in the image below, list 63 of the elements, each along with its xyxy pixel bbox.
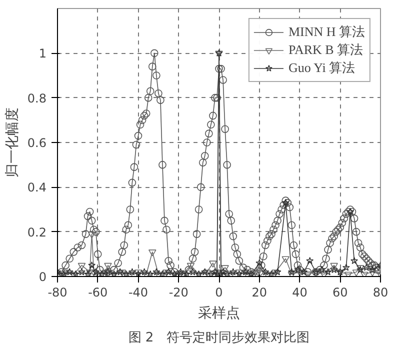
point: [90, 270, 98, 276]
caption: 图 2 符号定时同步效果对比图: [128, 330, 310, 346]
point: [207, 270, 215, 276]
point: [88, 232, 96, 239]
x-tick-label: -60: [88, 286, 108, 300]
y-axis-title: 归一化幅度: [3, 108, 20, 178]
point: [330, 266, 338, 274]
point: [78, 268, 86, 276]
point: [300, 268, 308, 276]
point: [294, 266, 302, 274]
point: [282, 256, 290, 264]
y-tick-label: 1: [38, 46, 47, 61]
x-tick-label: 20: [252, 286, 268, 300]
point: [256, 259, 264, 266]
point: [189, 268, 196, 276]
x-tick-label: 0: [215, 286, 223, 300]
y-tick-label: 0.4: [27, 180, 47, 195]
point: [104, 262, 112, 270]
point: [223, 270, 231, 276]
point: [86, 270, 94, 276]
point: [128, 268, 136, 276]
point: [146, 270, 154, 276]
point: [368, 270, 376, 276]
x-tick-label: 80: [372, 286, 388, 300]
point: [350, 256, 358, 264]
point: [186, 262, 195, 270]
point: [262, 268, 270, 276]
point: [342, 264, 350, 271]
point: [182, 270, 190, 276]
point: [209, 260, 217, 268]
legend-label: MINN H 算法: [288, 23, 365, 41]
point: [152, 268, 160, 276]
point: [324, 268, 332, 276]
point: [306, 256, 314, 264]
legend-label: Guo Yi 算法: [288, 59, 356, 77]
x-tick-label: -20: [168, 286, 188, 300]
legend-label: PARK B 算法: [288, 41, 364, 59]
point: [352, 270, 360, 276]
point: [268, 270, 276, 276]
point: [66, 268, 74, 276]
point: [242, 268, 249, 276]
y-tick-label: 0: [38, 270, 47, 284]
point: [221, 265, 229, 272]
y-tick-label: 0.8: [27, 91, 47, 106]
point: [229, 268, 237, 276]
point: [140, 268, 148, 276]
x-tick-label: 60: [332, 286, 348, 300]
x-tick-label: -80: [48, 286, 68, 300]
point: [148, 250, 156, 256]
point: [288, 268, 296, 276]
x-tick-label: 40: [292, 286, 308, 300]
point: [368, 266, 376, 274]
x-tick-label: -40: [128, 286, 148, 300]
point: [122, 270, 130, 276]
x-axis-title: 采样点: [198, 304, 240, 320]
point: [330, 262, 338, 270]
y-tick-label: 0.6: [27, 136, 47, 150]
y-tick-label: 0.2: [27, 225, 47, 240]
point: [88, 261, 96, 269]
point: [362, 264, 370, 271]
point: [158, 270, 166, 276]
point: [92, 268, 100, 276]
point: [78, 262, 86, 270]
